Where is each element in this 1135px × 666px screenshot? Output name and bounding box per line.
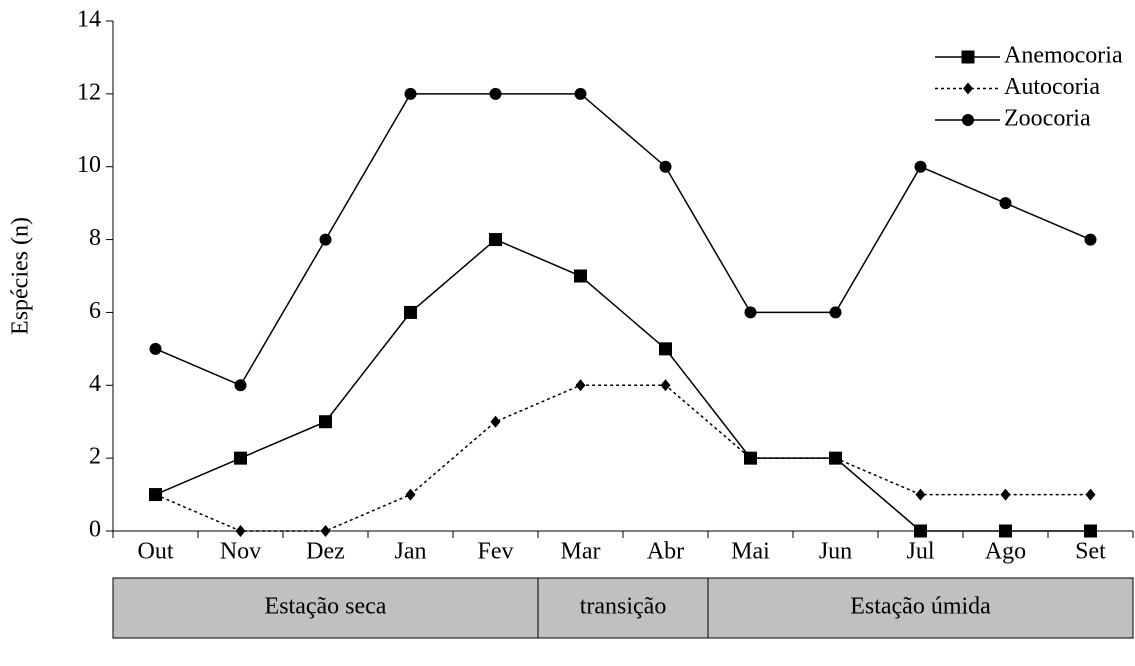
x-tick-label: Mar [561, 539, 601, 565]
marker [319, 233, 332, 246]
y-tick-label: 6 [89, 298, 101, 324]
marker [659, 160, 672, 173]
y-tick-label: 2 [89, 444, 101, 470]
marker [575, 379, 586, 392]
season-label: Estação úmida [850, 594, 991, 620]
x-tick-label: Jul [906, 539, 934, 565]
marker [660, 379, 671, 392]
marker [234, 451, 247, 465]
marker [404, 87, 417, 100]
marker [963, 82, 973, 95]
y-tick-label: 0 [89, 517, 101, 543]
legend-label: Autocoria [1004, 74, 1100, 100]
season-label: transição [580, 594, 667, 620]
marker [235, 525, 246, 537]
legend-label: Anemocoria [1004, 43, 1123, 69]
y-axis-label: Espécies (n) [8, 217, 34, 335]
y-tick-label: 8 [89, 225, 101, 251]
season-box [537, 577, 709, 639]
marker [319, 415, 332, 429]
y-tick-label: 10 [77, 152, 101, 178]
marker [1085, 488, 1096, 501]
marker [320, 525, 331, 537]
series-line [155, 238, 1091, 532]
x-tick-label: Dez [306, 539, 345, 565]
season-box [707, 577, 1134, 639]
y-tick-label: 14 [77, 7, 101, 33]
marker [1084, 233, 1097, 246]
y-tick-label: 12 [77, 79, 101, 105]
marker [961, 50, 975, 64]
x-tick-label: Fev [478, 539, 514, 565]
x-tick-label: Out [138, 539, 174, 565]
marker [829, 306, 842, 319]
marker [150, 488, 161, 501]
marker [962, 114, 974, 126]
marker [149, 342, 162, 355]
season-box [112, 577, 539, 639]
y-tick-label: 4 [89, 371, 101, 397]
x-tick-label: Nov [220, 539, 261, 565]
marker [234, 379, 247, 392]
series-line [155, 384, 1091, 532]
marker [914, 524, 927, 538]
marker [915, 488, 926, 501]
marker [574, 269, 587, 283]
series-line [155, 93, 1091, 387]
x-tick-label: Jun [819, 539, 852, 565]
marker [914, 160, 927, 173]
marker [745, 452, 756, 465]
marker [404, 305, 417, 319]
marker [574, 87, 587, 100]
marker [489, 233, 502, 247]
x-tick-label: Set [1075, 539, 1106, 565]
marker [490, 415, 501, 428]
marker [744, 306, 757, 319]
marker [999, 197, 1012, 210]
marker [830, 452, 841, 465]
x-tick-label: Jan [395, 539, 427, 565]
marker [1000, 488, 1011, 501]
season-label: Estação seca [265, 594, 387, 620]
marker [1084, 524, 1097, 538]
marker [659, 342, 672, 356]
x-tick-label: Mai [731, 539, 770, 565]
legend-label: Zoocoria [1004, 106, 1091, 132]
marker [999, 524, 1012, 538]
marker [489, 87, 502, 100]
x-tick-label: Abr [647, 539, 684, 565]
marker [405, 488, 416, 501]
x-tick-label: Ago [985, 539, 1026, 565]
